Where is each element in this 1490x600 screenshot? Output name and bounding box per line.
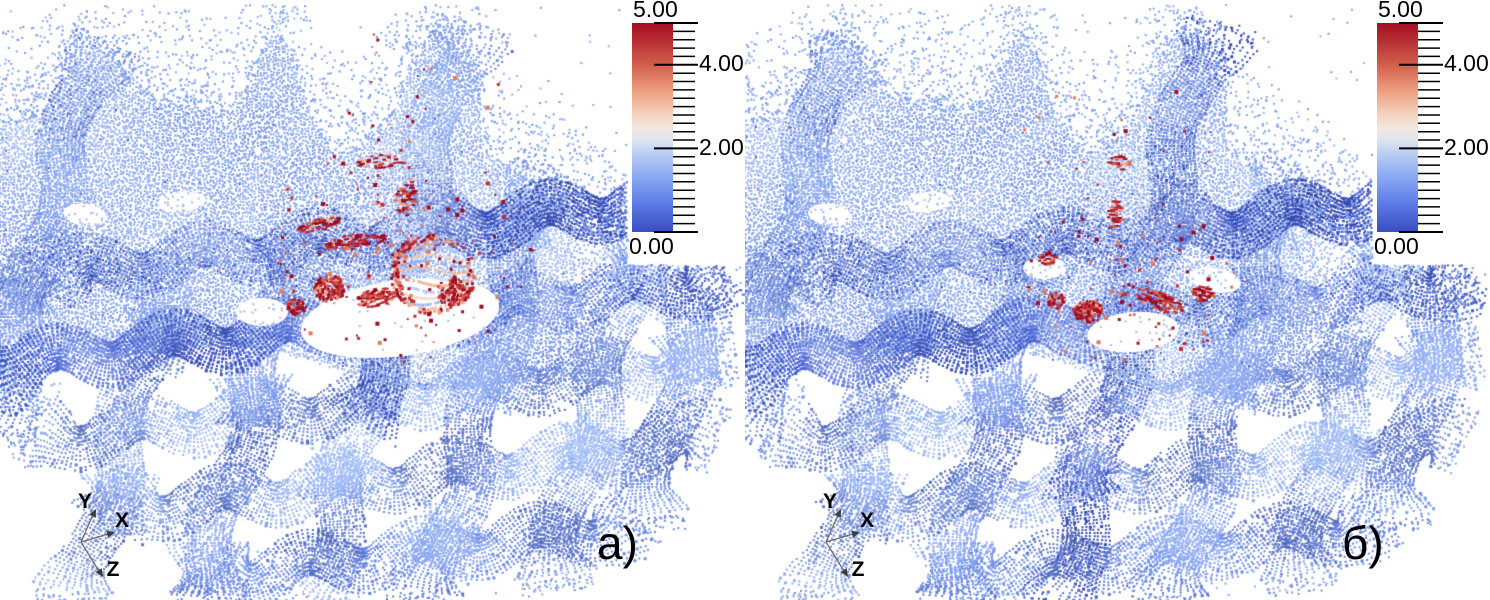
colorbar-min-label: 0.00: [1374, 233, 1419, 259]
simulation-render-b: [745, 0, 1490, 600]
panel-b: 5.00 4.00 2.00 0.00 Y X Z б): [745, 0, 1490, 600]
y-axis-label: Y: [823, 490, 837, 513]
colorbar: 5.00 4.00 2.00 0.00: [1374, 0, 1489, 259]
colorbar-max-label: 5.00: [1378, 0, 1423, 22]
axis-triad: Y X Z: [78, 490, 129, 581]
panel-label-a: а): [597, 517, 638, 569]
panel-label-b: б): [1342, 517, 1384, 569]
colorbar-gradient: [632, 23, 673, 232]
colorbar-min-label: 0.00: [629, 233, 674, 259]
x-axis-arrowhead-icon: [106, 530, 115, 538]
colorbar-tick-label-2: 2.00: [1444, 134, 1489, 160]
colorbar-tick-label-4: 4.00: [699, 50, 744, 76]
z-axis-label: Z: [107, 558, 120, 581]
x-axis-label: X: [115, 509, 129, 532]
colorbar-max-label: 5.00: [633, 0, 678, 22]
colorbar-ticks: [1399, 22, 1443, 233]
z-axis-arrowhead-icon: [840, 568, 848, 577]
colorbar-tick-label-2: 2.00: [699, 134, 744, 160]
z-axis-label: Z: [852, 558, 865, 581]
x-axis-label: X: [860, 509, 874, 532]
y-axis-arrowhead-icon: [89, 509, 96, 518]
y-axis-arrowhead-icon: [834, 509, 841, 518]
z-axis-arrowhead-icon: [95, 568, 103, 577]
colorbar-ticks: [654, 22, 698, 233]
simulation-render-a: [0, 0, 745, 600]
colorbar-gradient: [1377, 23, 1418, 232]
colorbar: 5.00 4.00 2.00 0.00: [629, 0, 744, 259]
axis-triad: Y X Z: [823, 490, 874, 581]
colorbar-tick-label-4: 4.00: [1444, 50, 1489, 76]
x-axis-arrowhead-icon: [851, 530, 860, 538]
panel-a: 5.00 4.00 2.00 0.00 Y X Z а): [0, 0, 745, 600]
y-axis-label: Y: [78, 490, 92, 513]
